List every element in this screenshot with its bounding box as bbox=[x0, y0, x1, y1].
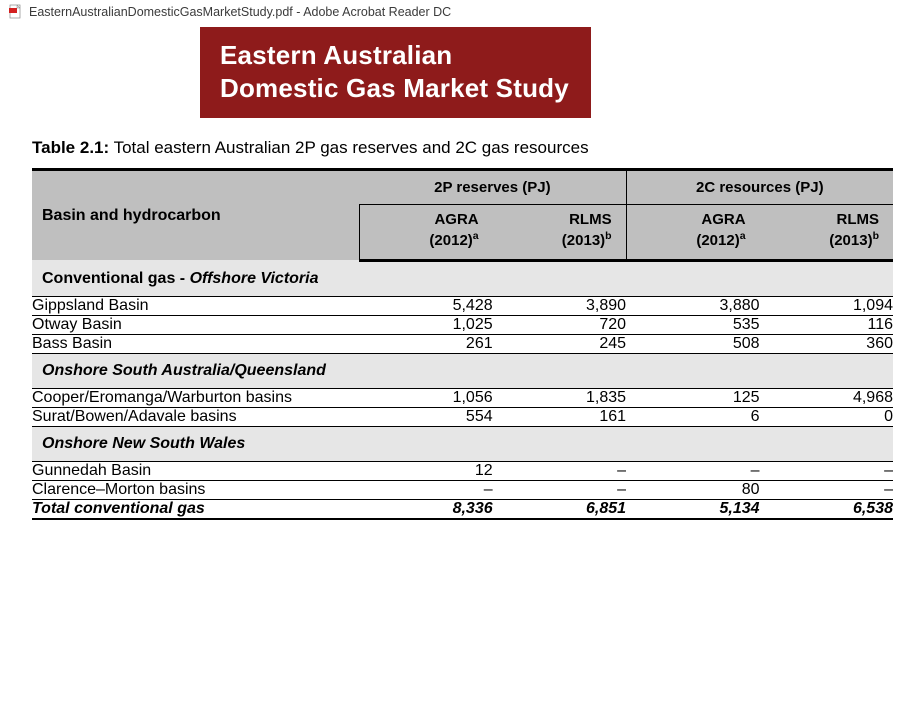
cell-value: 1,025 bbox=[359, 315, 492, 334]
table-row: Surat/Bowen/Adavale basins55416160 bbox=[32, 407, 893, 426]
row-label: Total conventional gas bbox=[32, 499, 359, 519]
cell-value: 80 bbox=[626, 480, 759, 499]
cell-value: 554 bbox=[359, 407, 492, 426]
row-label: Bass Basin bbox=[32, 334, 359, 353]
cell-value: – bbox=[493, 480, 626, 499]
cell-value: 161 bbox=[493, 407, 626, 426]
cell-value: 5,134 bbox=[626, 499, 759, 519]
window-title: EasternAustralianDomesticGasMarketStudy.… bbox=[29, 5, 451, 19]
cell-value: 1,094 bbox=[760, 296, 893, 315]
document-content: Table 2.1: Total eastern Australian 2P g… bbox=[0, 138, 917, 520]
col-header-agra-2c: AGRA(2012)a bbox=[626, 205, 759, 261]
banner-region: Eastern Australian Domestic Gas Market S… bbox=[0, 27, 917, 130]
cell-value: – bbox=[493, 461, 626, 480]
cell-value: 6,538 bbox=[760, 499, 893, 519]
section-label: Conventional gas - Offshore Victoria bbox=[32, 260, 893, 296]
cell-value: 0 bbox=[760, 407, 893, 426]
cell-value: 8,336 bbox=[359, 499, 492, 519]
cell-value: 5,428 bbox=[359, 296, 492, 315]
table-row: Cooper/Eromanga/Warburton basins1,0561,8… bbox=[32, 388, 893, 407]
cell-value: 720 bbox=[493, 315, 626, 334]
window-titlebar: EasternAustralianDomesticGasMarketStudy.… bbox=[0, 0, 917, 27]
cell-value: – bbox=[760, 480, 893, 499]
col-header-agra-2p: AGRA(2012)a bbox=[359, 205, 492, 261]
section-label: Onshore South Australia/Queensland bbox=[32, 353, 893, 388]
reserves-table: Basin and hydrocarbon 2P reserves (PJ) 2… bbox=[32, 168, 893, 520]
caption-label: Table 2.1: bbox=[32, 138, 109, 157]
table-row: Otway Basin1,025720535116 bbox=[32, 315, 893, 334]
table-row: Gippsland Basin5,4283,8903,8801,094 bbox=[32, 296, 893, 315]
cell-value: 1,835 bbox=[493, 388, 626, 407]
table-row: Gunnedah Basin12––– bbox=[32, 461, 893, 480]
cell-value: 3,890 bbox=[493, 296, 626, 315]
row-label: Gippsland Basin bbox=[32, 296, 359, 315]
row-label: Clarence–Morton basins bbox=[32, 480, 359, 499]
section-row: Conventional gas - Offshore Victoria bbox=[32, 260, 893, 296]
cell-value: 245 bbox=[493, 334, 626, 353]
row-label: Surat/Bowen/Adavale basins bbox=[32, 407, 359, 426]
row-label: Otway Basin bbox=[32, 315, 359, 334]
caption-text: Total eastern Australian 2P gas reserves… bbox=[109, 138, 588, 157]
cell-value: 508 bbox=[626, 334, 759, 353]
section-row: Onshore New South Wales bbox=[32, 426, 893, 461]
table-caption: Table 2.1: Total eastern Australian 2P g… bbox=[32, 138, 893, 158]
cell-value: 3,880 bbox=[626, 296, 759, 315]
cell-value: 360 bbox=[760, 334, 893, 353]
cell-value: 4,968 bbox=[760, 388, 893, 407]
cell-value: 261 bbox=[359, 334, 492, 353]
col-header-basin: Basin and hydrocarbon bbox=[32, 170, 359, 261]
pdf-file-icon bbox=[8, 4, 23, 19]
cell-value: – bbox=[359, 480, 492, 499]
cell-value: – bbox=[760, 461, 893, 480]
cell-value: 116 bbox=[760, 315, 893, 334]
col-header-2c: 2C resources (PJ) bbox=[626, 170, 893, 205]
cell-value: 535 bbox=[626, 315, 759, 334]
cell-value: 12 bbox=[359, 461, 492, 480]
table-body: Conventional gas - Offshore VictoriaGipp… bbox=[32, 260, 893, 519]
cell-value: 1,056 bbox=[359, 388, 492, 407]
table-row: Clarence–Morton basins––80– bbox=[32, 480, 893, 499]
table-row: Total conventional gas8,3366,8515,1346,5… bbox=[32, 499, 893, 519]
section-row: Onshore South Australia/Queensland bbox=[32, 353, 893, 388]
row-label: Gunnedah Basin bbox=[32, 461, 359, 480]
report-title-banner: Eastern Australian Domestic Gas Market S… bbox=[200, 27, 591, 118]
cell-value: 6,851 bbox=[493, 499, 626, 519]
section-label: Onshore New South Wales bbox=[32, 426, 893, 461]
cell-value: 125 bbox=[626, 388, 759, 407]
col-header-rlms-2p: RLMS(2013)b bbox=[493, 205, 626, 261]
banner-line-2: Domestic Gas Market Study bbox=[220, 72, 569, 105]
table-row: Bass Basin261245508360 bbox=[32, 334, 893, 353]
col-header-2p: 2P reserves (PJ) bbox=[359, 170, 626, 205]
cell-value: – bbox=[626, 461, 759, 480]
banner-line-1: Eastern Australian bbox=[220, 39, 569, 72]
col-header-rlms-2c: RLMS(2013)b bbox=[760, 205, 893, 261]
cell-value: 6 bbox=[626, 407, 759, 426]
row-label: Cooper/Eromanga/Warburton basins bbox=[32, 388, 359, 407]
